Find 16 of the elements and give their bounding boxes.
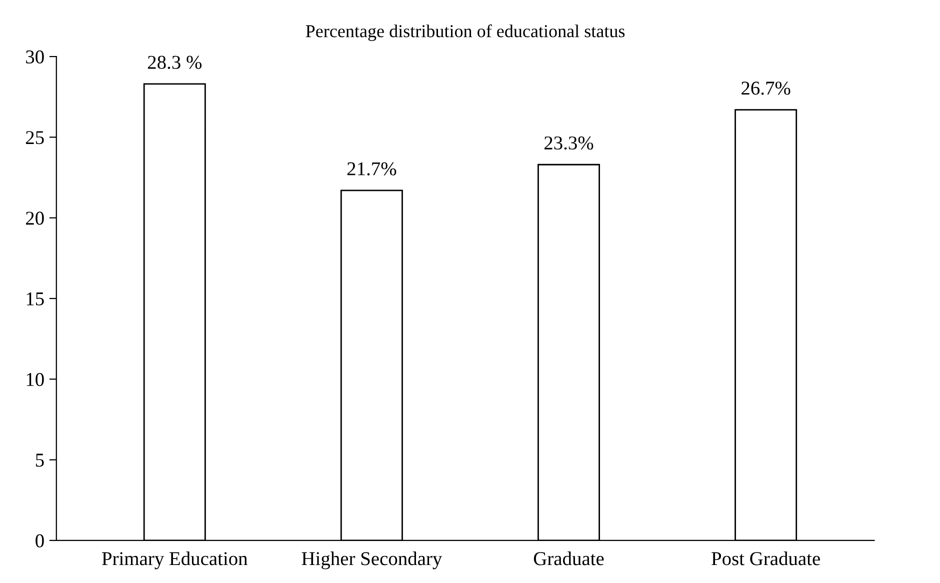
x-tick-label: Post Graduate [712, 552, 820, 566]
y-tick-label: 30 [26, 50, 44, 64]
y-tick-label: 5 [36, 454, 44, 467]
data-label: 28.3 % [148, 56, 202, 69]
x-tick-label: Higher Secondary [302, 552, 442, 570]
y-tick-label: 25 [26, 131, 44, 144]
x-tick-label: Graduate [534, 552, 604, 566]
y-tick-label: 20 [26, 212, 44, 225]
y-tick-label: 10 [26, 372, 44, 386]
y-tick-label: 0 [36, 534, 44, 548]
y-tick-label: 15 [26, 292, 44, 306]
data-label: 21.7% [347, 162, 396, 176]
x-tick-label: Primary Education [102, 552, 248, 570]
data-label: 23.3% [544, 136, 594, 150]
chart-title: Percentage distribution of educational status [306, 24, 625, 42]
data-label: 26.7% [742, 82, 790, 95]
